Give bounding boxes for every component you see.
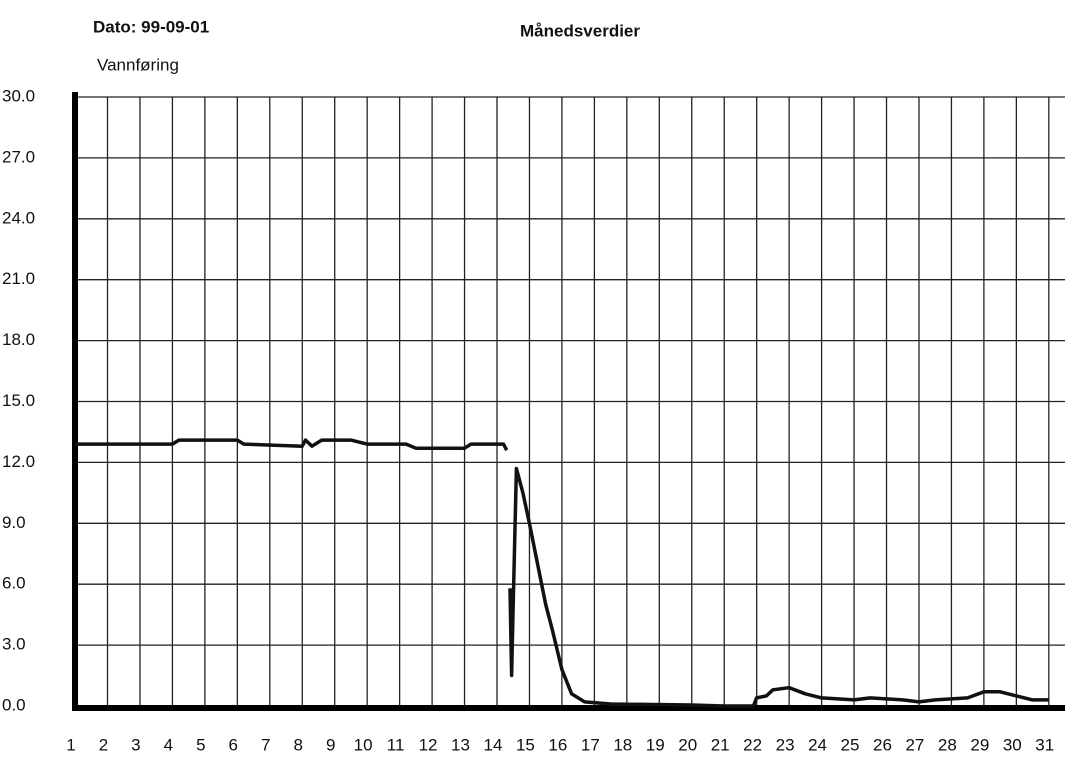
y-tick-label: 27.0 — [2, 147, 35, 166]
x-tick-label: 9 — [326, 735, 335, 754]
y-tick-label: 24.0 — [2, 208, 35, 227]
y-tick-label: 12.0 — [2, 452, 35, 471]
x-tick-label: 21 — [711, 735, 730, 754]
x-tick-label: 18 — [613, 735, 632, 754]
x-tick-label: 13 — [451, 735, 470, 754]
x-tick-label: 12 — [419, 735, 438, 754]
x-tick-label: 23 — [776, 735, 795, 754]
x-tick-label: 16 — [548, 735, 567, 754]
x-tick-label: 20 — [678, 735, 697, 754]
x-tick-label: 30 — [1003, 735, 1022, 754]
x-tick-label: 25 — [841, 735, 860, 754]
x-tick-label: 4 — [164, 735, 173, 754]
date-label: Dato: 99-09-01 — [93, 17, 209, 36]
chart-title: Månedsverdier — [520, 21, 640, 40]
x-tick-label: 8 — [293, 735, 302, 754]
y-tick-label: 30.0 — [2, 86, 35, 105]
x-tick-label: 19 — [646, 735, 665, 754]
x-tick-label: 29 — [970, 735, 989, 754]
y-axis-label: Vannføring — [97, 55, 179, 74]
x-tick-label: 5 — [196, 735, 205, 754]
y-tick-label: 21.0 — [2, 269, 35, 288]
x-tick-label: 6 — [229, 735, 238, 754]
x-tick-label: 24 — [808, 735, 827, 754]
y-tick-label: 0.0 — [2, 695, 26, 714]
x-tick-label: 11 — [387, 735, 405, 754]
x-tick-label: 1 — [66, 735, 75, 754]
data-line — [75, 438, 1049, 708]
x-tick-label: 28 — [938, 735, 957, 754]
x-tick-label: 2 — [99, 735, 108, 754]
x-tick-label: 3 — [131, 735, 140, 754]
x-tick-label: 26 — [873, 735, 892, 754]
y-tick-label: 15.0 — [2, 391, 35, 410]
y-tick-label: 6.0 — [2, 574, 26, 593]
x-tick-label: 14 — [484, 735, 503, 754]
x-tick-label: 17 — [581, 735, 600, 754]
x-tick-label: 27 — [905, 735, 924, 754]
x-tick-label: 7 — [261, 735, 270, 754]
x-tick-label: 10 — [354, 735, 373, 754]
x-tick-label: 15 — [516, 735, 535, 754]
x-tick-label: 31 — [1035, 735, 1054, 754]
y-tick-label: 3.0 — [2, 635, 26, 654]
y-tick-label: 18.0 — [2, 330, 35, 349]
x-tick-label: 22 — [743, 735, 762, 754]
y-tick-label: 9.0 — [2, 513, 26, 532]
